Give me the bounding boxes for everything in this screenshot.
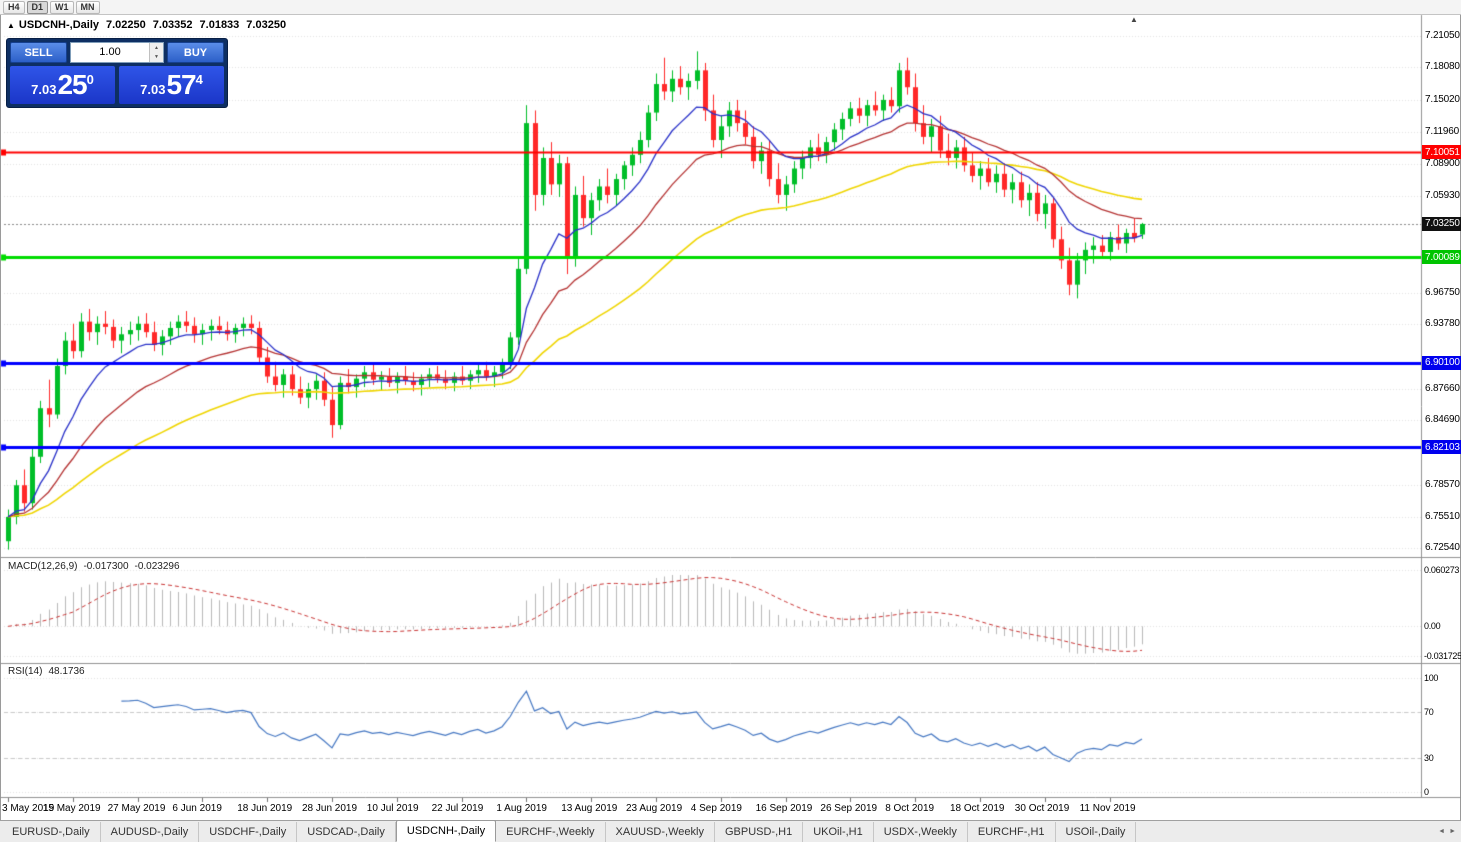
price-badge: 7.00089 (1422, 250, 1461, 265)
buy-price-display[interactable]: 7.03 57 4 (119, 66, 224, 104)
tab-scroll-left-icon[interactable]: ◄ (1438, 828, 1446, 835)
macd-name: MACD(12,26,9) (8, 561, 78, 572)
ohlc-close: 7.03250 (246, 19, 287, 31)
chart-tab-usdx-weekly[interactable]: USDX-,Weekly (874, 822, 968, 842)
buy-price-main: 7.03 (140, 81, 166, 97)
chart-tab-bar: EURUSD-,Daily AUDUSD-,Daily USDCHF-,Daily U… (0, 820, 1461, 842)
rsi-indicator-label: RSI(14) 48.1736 (8, 666, 85, 677)
price-tick-label: 7.05930 (1425, 189, 1460, 201)
chart-symbol-label: USDCNH-,Daily (18, 19, 99, 31)
chart-tab-audusd-daily[interactable]: AUDUSD-,Daily (101, 822, 200, 842)
volume-spinner: ▲ ▼ (149, 43, 163, 62)
timeframe-button-d1[interactable]: D1 (26, 0, 49, 14)
price-tick-label: 6.96750 (1425, 286, 1460, 298)
price-tick-label: 6.87660 (1425, 382, 1460, 394)
one-click-collapse-icon[interactable]: ▲ (7, 21, 15, 30)
ohlc-open: 7.02250 (106, 19, 146, 31)
ohlc-high: 7.03352 (152, 19, 193, 31)
volume-down-icon[interactable]: ▼ (150, 52, 163, 62)
scroll-anchor-icon: ▲ (1130, 15, 1138, 24)
price-badge: 6.82103 (1422, 440, 1461, 455)
chart-tab-ukoil-h1[interactable]: UKOil-,H1 (803, 822, 874, 842)
price-tick-label: 6.72540 (1425, 542, 1460, 554)
ohlc-low: 7.01833 (199, 19, 240, 31)
buy-price-sup: 4 (195, 71, 203, 87)
sell-button[interactable]: SELL (10, 42, 67, 63)
price-tick-label: 6.78570 (1425, 478, 1460, 490)
volume-value[interactable]: 1.00 (99, 46, 121, 58)
price-badge: 7.03250 (1422, 216, 1461, 231)
rsi-axis-label: 30 (1424, 752, 1434, 763)
price-badge: 6.90100 (1422, 355, 1461, 370)
price-tick-label: 6.84690 (1425, 413, 1460, 425)
buy-button[interactable]: BUY (167, 42, 224, 63)
volume-field[interactable]: 1.00 ▲ ▼ (70, 42, 164, 63)
chart-tabs: EURUSD-,Daily AUDUSD-,Daily USDCHF-,Daily U… (2, 820, 1137, 842)
macd-value-main: -0.017300 (83, 561, 129, 572)
one-click-trading-panel: SELL 1.00 ▲ ▼ BUY 7.03 25 0 7.03 57 4 (6, 38, 228, 108)
price-tick-label: 7.11960 (1425, 126, 1460, 137)
rsi-value: 48.1736 (48, 666, 85, 677)
price-tick-label: 7.08900 (1425, 158, 1460, 170)
chart-tab-usdchf-daily[interactable]: USDCHF-,Daily (199, 822, 298, 842)
price-tick-label: 6.93780 (1425, 317, 1460, 329)
volume-up-icon[interactable]: ▲ (150, 43, 163, 53)
rsi-axis-label: 100 (1424, 673, 1439, 683)
chart-tab-eurchf-h1[interactable]: EURCHF-,H1 (968, 822, 1056, 842)
macd-indicator-label: MACD(12,26,9) -0.017300 -0.023296 (8, 561, 180, 572)
timeframe-button-h4[interactable]: H4 (3, 0, 25, 14)
price-tick-label: 7.18080 (1425, 61, 1460, 73)
chart-title: ▲ USDCNH-,Daily 7.02250 7.03352 7.01833 7.032… (7, 19, 286, 31)
tab-scroll-buttons: ◄ ► (1438, 828, 1456, 835)
buy-price-big: 57 (166, 69, 196, 100)
price-tick-label: 7.21050 (1425, 30, 1460, 42)
sell-price-big: 25 (57, 69, 87, 100)
timeframe-button-w1[interactable]: W1 (50, 0, 74, 14)
rsi-axis-label: 0 (1424, 787, 1429, 797)
macd-value-signal: -0.023296 (134, 561, 180, 572)
macd-axis-label: 0.060273 (1424, 565, 1460, 575)
tab-scroll-right-icon[interactable]: ► (1449, 828, 1456, 835)
price-tick-label: 7.15020 (1425, 93, 1460, 105)
timeframe-toolbar: H4 D1 W1 MN (0, 0, 1461, 15)
timeframe-button-mn[interactable]: MN (75, 0, 100, 14)
sell-price-display[interactable]: 7.03 25 0 (10, 66, 115, 104)
price-tick-label: 6.75510 (1425, 510, 1460, 522)
chart-tab-usdcad-daily[interactable]: USDCAD-,Daily (297, 822, 396, 842)
chart-tab-eurchf-weekly[interactable]: EURCHF-,Weekly (496, 822, 606, 842)
rsi-name: RSI(14) (8, 666, 43, 677)
price-badge: 7.10051 (1422, 145, 1461, 160)
price-axis[interactable]: 7.21050 7.18080 7.15020 7.11960 7.08900 7.059… (1422, 0, 1461, 798)
chart-tab-xauusd-weekly[interactable]: XAUUSD-,Weekly (606, 822, 715, 842)
sell-price-main: 7.03 (31, 81, 57, 97)
chart-tab-eurusd-daily[interactable]: EURUSD-,Daily (2, 822, 101, 842)
chart-tab-gbpusd-h1[interactable]: GBPUSD-,H1 (715, 822, 804, 842)
rsi-axis-label: 70 (1424, 707, 1434, 718)
chart-tab-usdcnh-daily[interactable]: USDCNH-,Daily (395, 820, 497, 842)
macd-axis-label: 0.00 (1424, 621, 1441, 632)
sell-price-sup: 0 (86, 71, 94, 87)
chart-tab-usoil-daily[interactable]: USOil-,Daily (1056, 822, 1137, 842)
macd-axis-label: -0.0317255 (1424, 651, 1461, 661)
